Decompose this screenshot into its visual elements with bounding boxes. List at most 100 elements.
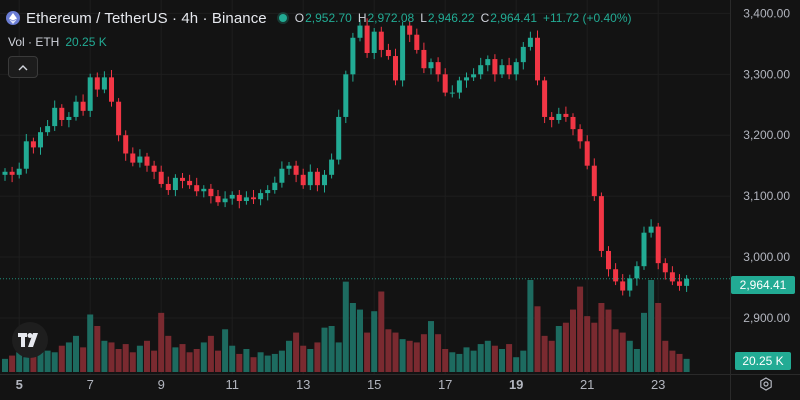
- candle-body: [66, 116, 72, 120]
- candle-body: [350, 37, 356, 75]
- symbol-title[interactable]: Ethereum / TetherUS · 4h · Binance: [26, 9, 267, 27]
- candle-body: [158, 171, 164, 184]
- candle-body: [556, 113, 562, 120]
- symbol-header: Ethereum / TetherUS · 4h · Binance O2,95…: [6, 8, 632, 28]
- volume-bar: [555, 326, 562, 372]
- candle-body: [137, 156, 143, 163]
- candle-body: [684, 278, 690, 286]
- close-label: C: [480, 11, 490, 25]
- candle-body: [336, 116, 342, 160]
- candle-body: [59, 107, 65, 120]
- candle-body: [94, 77, 100, 90]
- candle-body: [116, 101, 122, 136]
- volume-bar: [243, 349, 250, 372]
- candle-body: [492, 59, 498, 75]
- candle-body: [407, 25, 413, 35]
- volume-bar: [541, 335, 548, 372]
- volume-bar: [641, 312, 647, 372]
- volume-bar: [612, 329, 619, 372]
- volume-bar: [250, 357, 257, 372]
- tradingview-logo[interactable]: [12, 322, 48, 358]
- candle-body: [265, 190, 271, 194]
- y-tick-label: 3,200.00: [743, 128, 790, 142]
- candle-body: [620, 281, 626, 291]
- x-tick-label: 7: [87, 377, 94, 392]
- volume-bar: [669, 350, 676, 372]
- candle-body: [229, 194, 235, 199]
- volume-bar: [605, 309, 612, 372]
- volume-bar: [378, 291, 385, 372]
- volume-bar: [115, 349, 122, 372]
- candle-body: [87, 77, 93, 111]
- volume-bar: [683, 358, 690, 372]
- volume-bar: [87, 314, 94, 372]
- price-change: +11.72 (+0.40%): [543, 11, 632, 25]
- volume-bar: [626, 340, 633, 372]
- candle-body: [151, 165, 157, 172]
- volume-bar: [94, 326, 101, 372]
- candle-body: [371, 31, 377, 53]
- ohlc-readout: O2,952.70 H2,972.08 L2,946.22 C2,964.41 …: [295, 11, 632, 25]
- candle-body: [180, 177, 185, 181]
- volume-bar: [122, 344, 129, 372]
- volume-bar: [463, 347, 470, 372]
- low-value: 2,946.22: [427, 11, 475, 25]
- x-tick-label: 11: [225, 377, 239, 392]
- volume-bar: [314, 342, 321, 372]
- candle-body: [378, 31, 384, 50]
- volume-bar: [257, 352, 264, 372]
- volume-bar: [420, 334, 427, 372]
- candle-body: [45, 126, 51, 133]
- candle-body: [109, 77, 114, 102]
- candle-body: [322, 174, 327, 186]
- candle-body: [598, 196, 604, 251]
- volume-bar: [449, 352, 456, 372]
- candle-body: [464, 77, 469, 81]
- candle-body: [73, 101, 79, 117]
- candle-body: [364, 25, 370, 53]
- candle-body: [442, 74, 448, 93]
- volume-bar: [676, 353, 683, 372]
- volume-bar: [470, 350, 477, 372]
- candle-body: [208, 188, 214, 197]
- volume-bar: [271, 353, 278, 372]
- volume-bar: [30, 353, 37, 372]
- volume-legend[interactable]: Vol · ETH 20.25 K: [8, 35, 107, 49]
- candle-body: [9, 171, 15, 175]
- volume-bar: [286, 340, 292, 372]
- candle-body: [606, 250, 611, 270]
- volume-bar: [435, 334, 442, 372]
- volume-bar: [499, 349, 505, 372]
- candle-body: [16, 168, 22, 175]
- volume-bar: [584, 316, 591, 372]
- volume-label: Vol · ETH: [8, 35, 60, 49]
- volume-bar: [207, 335, 214, 372]
- volume-bar: [65, 342, 72, 372]
- candle-body: [400, 25, 406, 81]
- collapse-legend-button[interactable]: [8, 56, 38, 78]
- chart-settings-button[interactable]: [758, 376, 774, 392]
- volume-bar: [598, 303, 605, 372]
- y-tick-label: 2,900.00: [743, 311, 790, 325]
- ethereum-icon: [6, 11, 20, 25]
- volume-bar: [648, 280, 655, 372]
- candle-body: [591, 165, 597, 197]
- volume-bar: [44, 350, 51, 372]
- candle-body: [80, 101, 86, 111]
- candle-body: [144, 156, 150, 166]
- volume-bar: [73, 335, 79, 372]
- candle-body: [385, 49, 391, 57]
- x-tick-label: 23: [651, 377, 665, 392]
- high-value: 2,972.08: [367, 11, 415, 25]
- x-tick-label: 15: [367, 377, 381, 392]
- candle-body: [307, 171, 313, 186]
- volume-bar: [335, 342, 342, 372]
- candle-body: [130, 153, 136, 163]
- volume-bar: [406, 340, 413, 372]
- volume-bar: [442, 349, 449, 372]
- last-price-tag: 2,964.41: [731, 276, 795, 294]
- volume-bar: [548, 340, 555, 372]
- volume-bar: [321, 327, 328, 372]
- candle-body: [655, 226, 661, 264]
